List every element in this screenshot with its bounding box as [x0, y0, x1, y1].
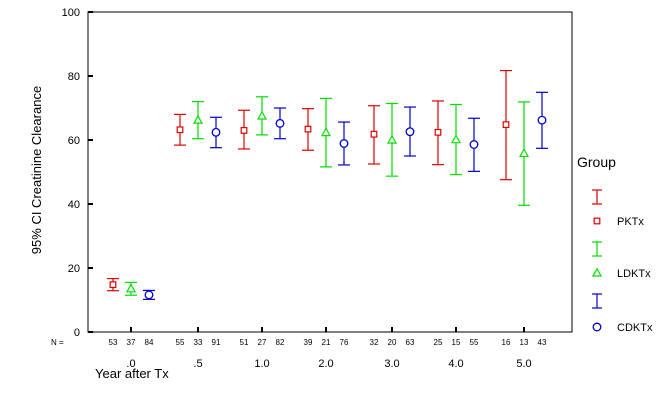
y-tick-label: 80	[68, 71, 80, 83]
x-tick-label: 1.0	[254, 358, 269, 370]
mean-marker	[537, 115, 547, 125]
n-value-label: 21	[322, 338, 331, 347]
x-axis-label: Year after Tx	[95, 366, 169, 381]
n-value-label: 32	[370, 338, 379, 347]
legend: Group PKTx LDKTx CDKTx	[577, 154, 653, 334]
mean-marker	[275, 118, 285, 128]
y-tick-label: 0	[74, 327, 80, 339]
plot-border	[87, 11, 573, 333]
n-row-label: N =	[51, 338, 64, 347]
n-value-label: 25	[434, 338, 443, 347]
y-tick-label: 60	[68, 135, 80, 147]
mean-marker	[370, 130, 378, 138]
mean-marker	[386, 134, 398, 144]
legend-marker	[592, 322, 602, 332]
x-tick-label: 5.0	[516, 358, 531, 370]
n-value-label: 82	[276, 338, 285, 347]
mean-marker	[469, 140, 479, 149]
mean-marker	[304, 125, 312, 133]
x-tick-label: .5	[193, 358, 202, 370]
legend-label: LDKTx	[617, 268, 651, 280]
legend-label: PKTx	[617, 216, 644, 228]
mean-marker	[339, 139, 349, 148]
x-tick-label: 4.0	[448, 358, 463, 370]
mean-marker	[176, 126, 184, 134]
n-value-label: 33	[194, 338, 203, 347]
series-cdktx	[143, 91, 548, 300]
mean-marker	[192, 114, 204, 124]
x-axis: .0 .5 1.0 2.0 3.0 4.0 5.0	[126, 327, 532, 370]
y-axis: 0 20 40 60 80 100	[62, 7, 93, 339]
mean-marker	[125, 283, 137, 293]
series-pktx	[107, 69, 512, 292]
n-value-label: 76	[340, 338, 349, 347]
n-value-label: 84	[145, 338, 154, 347]
mean-marker	[144, 290, 154, 300]
y-tick-label: 40	[68, 199, 80, 211]
n-value-label: 63	[406, 338, 415, 347]
n-value-label: 43	[538, 338, 547, 347]
n-value-label: 39	[304, 338, 313, 347]
n-value-label: 37	[127, 338, 136, 347]
series-ldktx	[125, 96, 530, 296]
series-layer	[107, 69, 548, 300]
x-tick-label: 2.0	[318, 358, 333, 370]
n-value-label: 91	[212, 338, 221, 347]
y-tick-label: 20	[68, 263, 80, 275]
n-value-label: 16	[502, 338, 511, 347]
n-value-label: 55	[176, 338, 185, 347]
x-tick-label: .0	[126, 358, 135, 370]
legend-marker	[593, 217, 601, 225]
legend-marker	[591, 267, 603, 277]
plot-area	[87, 11, 573, 333]
mean-marker	[109, 281, 117, 289]
mean-marker	[240, 126, 248, 134]
y-axis-label: 95% CI Creatinine Clearance	[29, 86, 44, 254]
mean-marker	[405, 127, 415, 137]
n-value-label: 53	[109, 338, 118, 347]
mean-marker	[256, 110, 268, 120]
mean-marker	[434, 128, 442, 136]
sample-size-row: N = 53 55 51 39 32 25 16 37 33 27 21 20 15 13 84 91 82 76…	[51, 338, 547, 347]
n-value-label: 20	[388, 338, 397, 347]
mean-marker	[502, 121, 510, 129]
mean-marker	[518, 148, 530, 158]
mean-marker	[211, 127, 221, 137]
y-tick-label: 100	[62, 7, 80, 19]
n-value-label: 55	[470, 338, 479, 347]
n-value-label: 27	[258, 338, 267, 347]
n-value-label: 13	[520, 338, 529, 347]
n-value-label: 15	[452, 338, 461, 347]
legend-title: Group	[577, 154, 616, 170]
legend-label: CDKTx	[617, 322, 653, 334]
n-value-label: 51	[240, 338, 249, 347]
mean-marker	[450, 134, 462, 144]
mean-marker	[320, 127, 332, 137]
x-tick-label: 3.0	[384, 358, 399, 370]
